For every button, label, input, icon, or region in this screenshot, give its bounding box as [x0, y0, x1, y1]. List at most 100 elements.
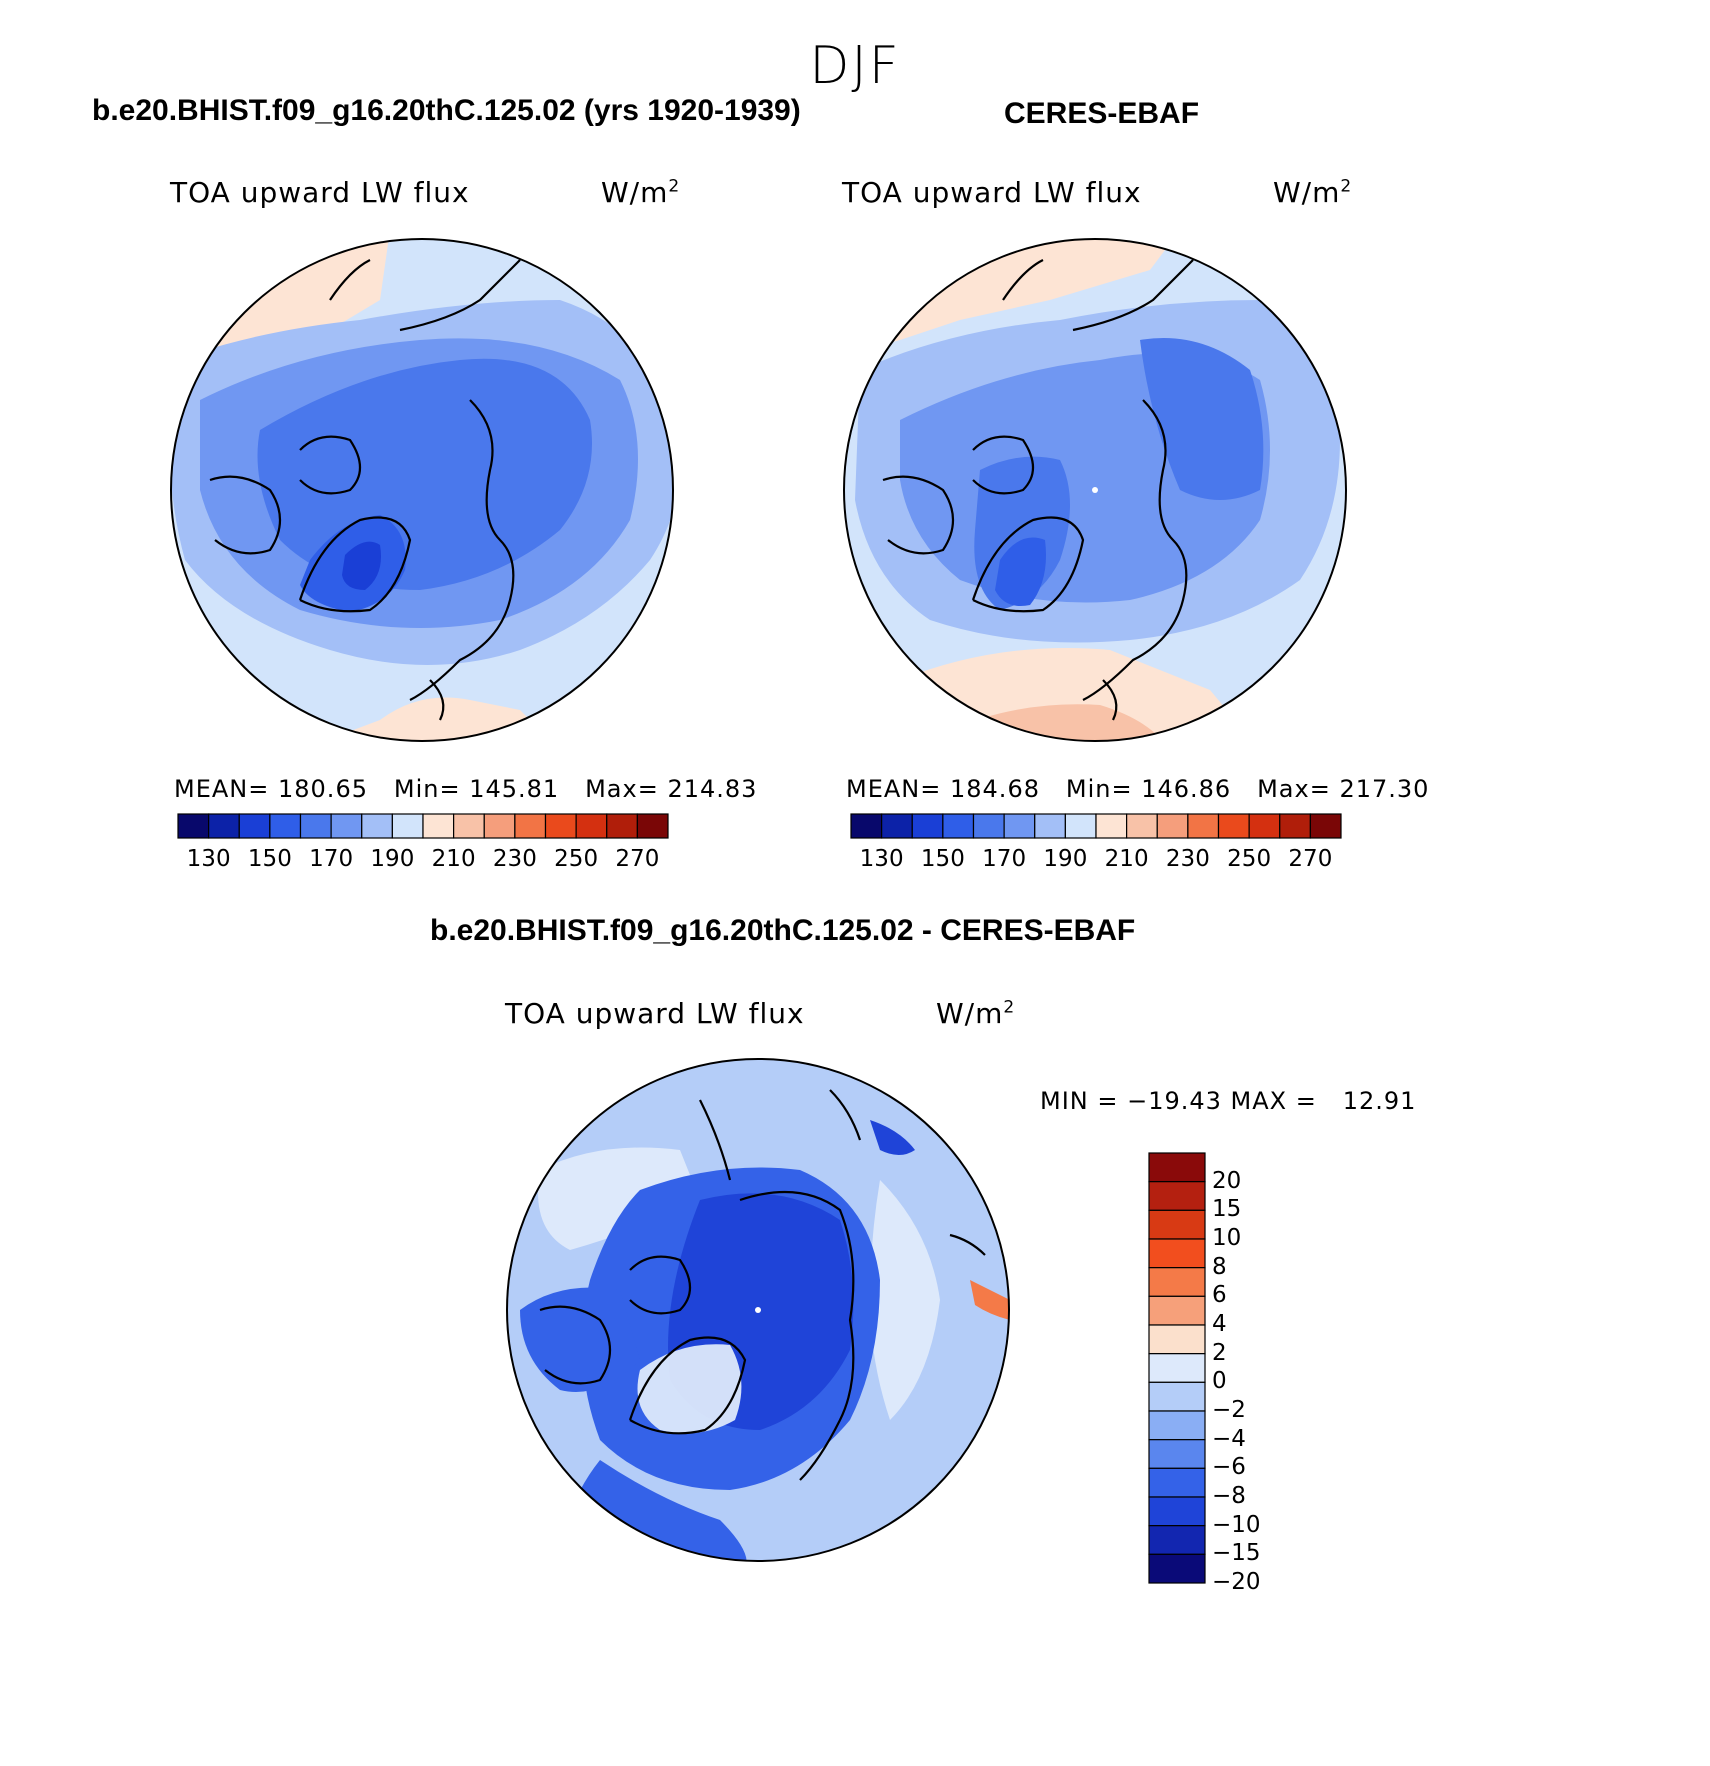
panel1-map	[171, 239, 673, 741]
difference-colorbar-swatch	[1148, 1353, 1206, 1383]
difference-colorbar-label: 0	[1212, 1368, 1227, 1395]
panel2-colorbar-swatch	[1003, 813, 1036, 839]
panel2-colorbar	[850, 813, 1342, 839]
panel1-variable: TOA upward LW flux	[170, 176, 470, 209]
panel1-colorbar-swatch	[544, 813, 577, 839]
panel2-colorbar-label: 190	[1043, 846, 1088, 872]
panel2-colorbar-swatch	[1248, 813, 1281, 839]
panel1-colorbar	[177, 813, 669, 839]
difference-coastlines	[539, 1089, 986, 1481]
difference-colorbar-swatch	[1148, 1467, 1206, 1498]
difference-colorbar-swatch	[1148, 1439, 1206, 1469]
panel1-colorbar-label: 150	[247, 846, 292, 872]
panel2-colorbar-swatch	[1279, 813, 1311, 839]
panel1-colorbar-swatch	[422, 813, 455, 839]
panel1-colorbar-swatch	[208, 813, 240, 839]
panel1-frame	[170, 238, 674, 742]
panel2-stats: MEAN= 184.68 Min= 146.86 Max= 217.30	[846, 775, 1430, 803]
difference-colorbar-label: 8	[1212, 1253, 1227, 1280]
panel2-pole-marker	[1092, 487, 1098, 493]
panel1-units: W/m2	[601, 176, 681, 209]
panel1-colorbar-swatch	[361, 813, 393, 839]
panel1-colorbar-label: 230	[492, 846, 537, 872]
difference-colorbar-label: 20	[1212, 1167, 1242, 1194]
difference-pole-marker	[755, 1307, 761, 1313]
panel2-colorbar-label: 270	[1288, 846, 1333, 872]
difference-colorbar-label: −10	[1212, 1511, 1261, 1538]
panel2-colorbar-label: 150	[920, 846, 965, 872]
panel2-colorbar-swatch	[1217, 813, 1250, 839]
panel1-colorbar-label: 270	[615, 846, 660, 872]
panel1-colorbar-labels: 130 150 170 190 210 230 250 270	[177, 846, 669, 876]
panel2-colorbar-swatch	[1064, 813, 1097, 839]
panel2-map	[844, 239, 1346, 741]
difference-colorbar-swatch	[1148, 1381, 1206, 1412]
panel2-colorbar-swatch	[881, 813, 913, 839]
difference-colorbar-swatch	[1148, 1525, 1206, 1555]
difference-colorbar-swatch	[1148, 1295, 1206, 1326]
panel1-coastlines	[209, 259, 521, 721]
difference-colorbar-label: −6	[1212, 1454, 1246, 1481]
difference-colorbar-label: 4	[1212, 1311, 1227, 1337]
panel1-colorbar-label: 190	[370, 846, 415, 872]
difference-units: W/m2	[936, 997, 1016, 1030]
panel2-colorbar-swatch	[1095, 813, 1128, 839]
panel1-colorbar-swatch	[177, 813, 210, 839]
panel1-colorbar-swatch	[269, 813, 302, 839]
difference-colorbar-swatch	[1148, 1267, 1206, 1297]
difference-colorbar-label: −4	[1212, 1425, 1246, 1452]
panel2-colorbar-swatch	[942, 813, 975, 839]
panel2-colorbar-swatch	[1034, 813, 1066, 839]
difference-minmax: MIN = −19.43 MAX = 12.91	[1040, 1087, 1417, 1115]
panel1-colorbar-label: 210	[431, 846, 476, 872]
difference-colorbar-swatch	[1148, 1553, 1206, 1584]
panel2-colorbar-swatch	[850, 813, 883, 839]
difference-colorbar-swatch	[1148, 1410, 1206, 1441]
panel2-colorbar-label: 230	[1165, 846, 1210, 872]
panel2-colorbar-swatch	[972, 813, 1005, 839]
panel1-colorbar-swatch	[238, 813, 271, 839]
panel2-colorbar-swatch	[1156, 813, 1189, 839]
panel2-colorbar-label: 250	[1227, 846, 1272, 872]
panel2-colorbar-label: 210	[1104, 846, 1149, 872]
panel2-title: CERES-EBAF	[1004, 97, 1200, 130]
panel1-colorbar-swatch	[483, 813, 516, 839]
panel1-colorbar-swatch	[636, 813, 669, 839]
difference-colorbar-label: 2	[1212, 1339, 1227, 1366]
panel2-colorbar-labels: 130 150 170 190 210 230 250 270	[850, 846, 1342, 876]
difference-colorbar-label: −2	[1212, 1397, 1246, 1423]
panel2-colorbar-label: 170	[982, 846, 1027, 872]
panel1-colorbar-label: 130	[186, 846, 231, 872]
difference-colorbar-label: −20	[1212, 1569, 1261, 1595]
difference-colorbar-label: −15	[1212, 1540, 1261, 1567]
panel1-colorbar-label: 170	[309, 846, 354, 872]
difference-frame	[506, 1058, 1010, 1562]
panel2-colorbar-swatch	[911, 813, 944, 839]
panel1-colorbar-swatch	[514, 813, 547, 839]
panel1-colorbar-swatch	[453, 813, 485, 839]
panel2-units: W/m2	[1273, 176, 1353, 209]
difference-colorbar-swatch	[1148, 1152, 1206, 1183]
difference-colorbar-label: 6	[1212, 1282, 1227, 1309]
panel2-frame	[843, 238, 1347, 742]
difference-colorbar-label: 10	[1212, 1225, 1242, 1251]
panel1-colorbar-swatch	[606, 813, 638, 839]
panel1-title: b.e20.BHIST.f09_g16.20thC.125.02 (yrs 19…	[92, 94, 801, 127]
panel1-colorbar-swatch	[299, 813, 332, 839]
panel1-colorbar-swatch	[330, 813, 363, 839]
panel2-colorbar-swatch	[1126, 813, 1158, 839]
difference-colorbar	[1148, 1152, 1206, 1584]
difference-variable: TOA upward LW flux	[505, 997, 805, 1030]
panel2-colorbar-label: 130	[859, 846, 904, 872]
panel1-colorbar-label: 250	[554, 846, 599, 872]
panel1-colorbar-swatch	[575, 813, 608, 839]
season-title: DJF	[809, 36, 901, 96]
panel2-colorbar-swatch	[1309, 813, 1342, 839]
panel1-stats: MEAN= 180.65 Min= 145.81 Max= 214.83	[174, 775, 758, 803]
panel2-variable: TOA upward LW flux	[842, 176, 1142, 209]
difference-colorbar-label: −8	[1212, 1483, 1246, 1509]
difference-title: b.e20.BHIST.f09_g16.20thC.125.02 - CERES…	[430, 914, 1136, 947]
difference-colorbar-swatch	[1148, 1496, 1206, 1527]
panel2-coastlines	[882, 259, 1194, 721]
